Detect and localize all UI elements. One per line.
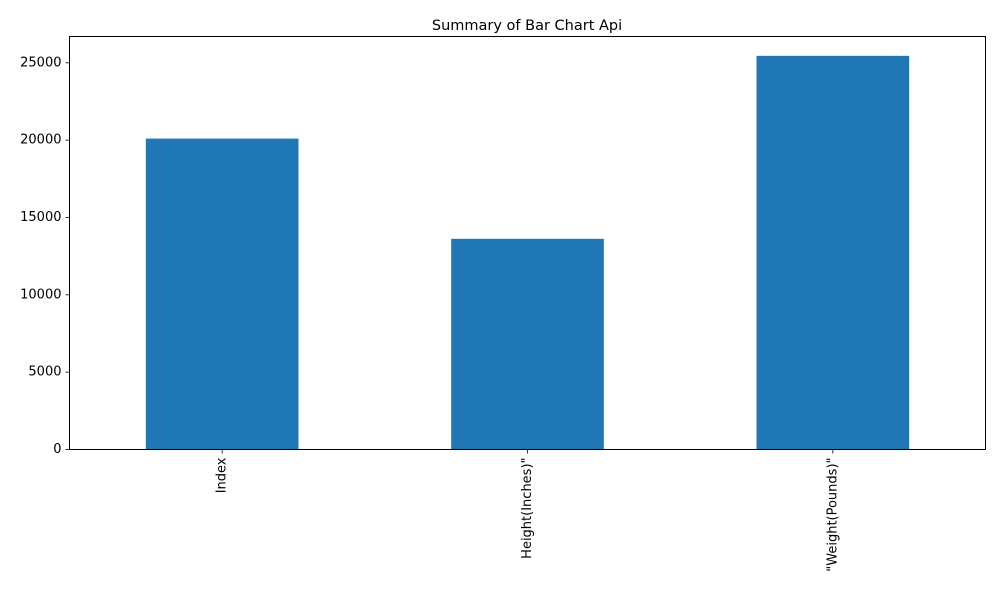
y-tick-label-5: 25000: [20, 55, 61, 70]
y-tick-label-2: 10000: [20, 287, 61, 302]
chart-title: Summary of Bar Chart Api: [432, 18, 622, 34]
x-tick-label-0: Index: [215, 457, 230, 493]
plot-frame: [69, 36, 986, 450]
y-tick-label-3: 15000: [20, 210, 61, 225]
y-tick-label-4: 20000: [20, 133, 61, 148]
x-tick-label-2: "Weight(Pounds)": [825, 458, 840, 572]
bars-group: [145, 55, 910, 450]
bar-1: [451, 238, 604, 450]
x-tick-label-1: Height(Inches)": [520, 458, 535, 559]
y-tick-label-1: 5000: [28, 365, 61, 380]
y-tick-label-0: 0: [53, 442, 61, 457]
bar-2: [756, 55, 910, 450]
bar-0: [145, 138, 299, 450]
x-axis: Index Height(Inches)" "Weight(Pounds)": [215, 449, 840, 572]
y-axis: 0 5000 10000 15000 20000 25000: [20, 55, 70, 457]
